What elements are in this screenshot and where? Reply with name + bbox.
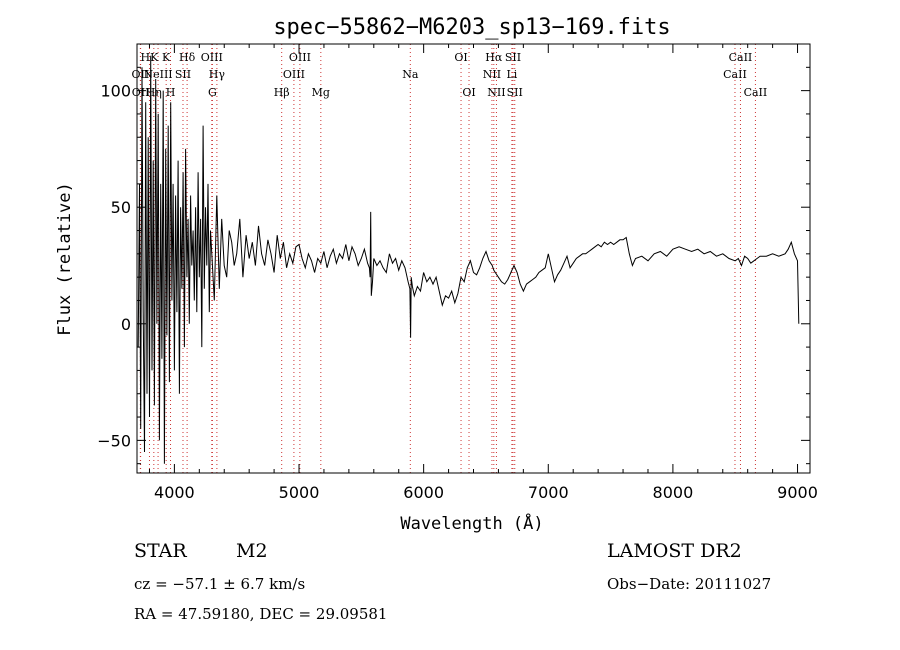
line-marker-label: OII [132,68,150,81]
line-markers [139,44,756,473]
x-axis-ticks: 4000 5000 6000 7000 8000 9000 [148,44,818,502]
x-tick-label: 8000 [653,483,694,502]
spectrum-line [137,55,800,464]
x-axis-title: Wavelength (Å) [400,512,543,534]
line-marker-label: Mg [312,86,330,99]
line-marker-label: NeIII [143,68,172,81]
line-marker-label: SII [507,86,523,99]
line-marker-label: G [208,86,217,99]
line-marker-label: CaII [729,51,753,64]
x-tick-label: 9000 [777,483,818,502]
y-tick-label: 50 [111,198,131,217]
survey-name: LAMOST DR2 [607,540,742,562]
line-marker-label: OI [462,86,475,99]
x-tick-label: 5000 [279,483,320,502]
line-marker-label: K [162,51,171,64]
line-marker-label: SII [505,51,521,64]
object-type: STAR [134,540,187,562]
line-marker-label: Hβ [274,86,290,99]
line-marker-label: Hα [485,51,503,64]
line-marker-label: OIII [283,68,305,81]
line-marker-label: OII [132,86,150,99]
y-axis-ticks: −50 0 50 100 [97,43,810,465]
line-marker-label: Na [402,68,419,81]
line-marker-label: NII [483,68,501,81]
object-subclass: M2 [236,540,268,562]
velocity-readout: cz = −57.1 ± 6.7 km/s [134,575,306,593]
x-tick-label: 6000 [403,483,444,502]
y-tick-label: 100 [100,82,131,101]
line-marker-label: NII [487,86,505,99]
chart-title: spec−55862−M6203_sp13−169.fits [273,15,670,40]
x-tick-label: 7000 [528,483,569,502]
line-marker-label: Hδ [179,51,196,64]
coordinates-readout: RA = 47.59180, DEC = 29.09581 [134,605,388,623]
y-tick-label: −50 [97,431,131,450]
line-marker-label: Li [506,68,517,81]
line-marker-label: OIII [201,51,223,64]
line-marker-label: HK [141,51,160,64]
line-marker-label: H [166,86,176,99]
line-marker-label: OI [454,51,467,64]
line-marker-label: CaII [723,68,747,81]
line-marker-label: Hη [146,86,162,99]
x-tick-label: 4000 [154,483,195,502]
line-marker-label: CaII [744,86,768,99]
line-marker-label: SII [175,68,191,81]
plot-frame [136,43,811,474]
y-tick-label: 0 [121,315,131,334]
line-marker-label: OIII [289,51,311,64]
obs-date: Obs−Date: 20111027 [607,575,772,593]
y-axis-title: Flux (relative) [55,182,75,336]
line-marker-label: Hγ [209,68,226,81]
